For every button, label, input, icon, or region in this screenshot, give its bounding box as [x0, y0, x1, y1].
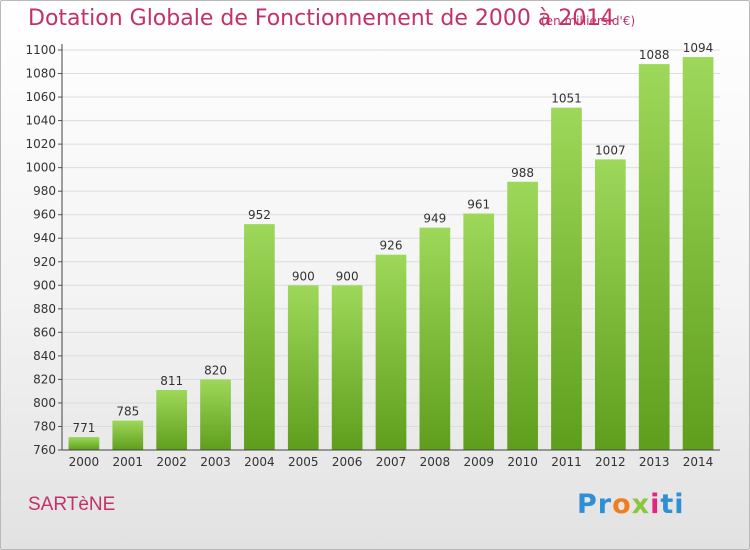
y-tick-label: 1080: [25, 67, 56, 81]
x-tick-label: 2003: [200, 455, 231, 469]
data-label: 811: [160, 374, 183, 388]
bar-2006: [331, 285, 363, 450]
x-axis-ticks: 2000 2001 2002 2003 2004 2005 2006 2007 2008 2009…: [69, 455, 714, 469]
data-label: 1094: [683, 41, 714, 55]
y-tick-label: 840: [33, 349, 56, 363]
data-label: 988: [511, 166, 534, 180]
x-tick-label: 2013: [639, 455, 670, 469]
bar-2009: [463, 213, 495, 450]
y-tick-label: 780: [33, 419, 56, 433]
data-label: 926: [380, 239, 403, 253]
data-label: 949: [423, 212, 446, 226]
y-axis-ticks: 760 780 800 820 840 860 880 900 920 940 960 980 1000…: [25, 43, 62, 457]
y-tick-label: 820: [33, 372, 56, 386]
y-tick-label: 980: [33, 184, 56, 198]
x-tick-label: 2001: [113, 455, 144, 469]
bar-2007: [375, 254, 407, 450]
bars: [68, 57, 714, 451]
bar-2005: [287, 285, 319, 450]
x-tick-label: 2008: [420, 455, 451, 469]
y-tick-label: 760: [33, 443, 56, 457]
x-tick-label: 2012: [595, 455, 626, 469]
bar-2001: [112, 420, 144, 450]
x-tick-label: 2002: [156, 455, 187, 469]
data-label: 961: [467, 198, 490, 212]
bar-2004: [244, 224, 275, 450]
data-label: 1088: [639, 48, 670, 62]
y-tick-label: 1000: [25, 161, 56, 175]
y-tick-label: 800: [33, 396, 56, 410]
data-label: 1007: [595, 143, 626, 157]
x-tick-label: 2009: [463, 455, 494, 469]
data-label: 952: [248, 208, 271, 222]
x-tick-label: 2014: [683, 455, 714, 469]
y-tick-label: 900: [33, 278, 56, 292]
x-tick-label: 2004: [244, 455, 275, 469]
data-label: 771: [72, 421, 95, 435]
data-label: 900: [292, 269, 315, 283]
data-label: 1051: [551, 92, 582, 106]
bar-2010: [507, 181, 538, 450]
unit-note: (en milliers d'€): [541, 14, 636, 28]
y-tick-label: 940: [33, 231, 56, 245]
bar-2003: [200, 379, 231, 450]
bar-2011: [551, 107, 582, 450]
data-labels: 771 785 811 820 952 900 900 926 949 961 988 1051 100…: [72, 41, 713, 435]
bar-2013: [638, 64, 670, 450]
y-tick-label: 960: [33, 208, 56, 222]
x-tick-label: 2011: [551, 455, 582, 469]
y-tick-label: 1060: [25, 90, 56, 104]
chart-title: Dotation Globale de Fonctionnement de 20…: [28, 6, 615, 31]
y-tick-label: 1040: [25, 114, 56, 128]
y-tick-label: 1100: [25, 43, 56, 57]
data-label: 820: [204, 363, 227, 377]
y-tick-label: 860: [33, 325, 56, 339]
y-tick-label: 880: [33, 302, 56, 316]
commune-name: SARTèNE: [28, 494, 116, 515]
x-tick-label: 2007: [376, 455, 407, 469]
x-tick-label: 2006: [332, 455, 363, 469]
bar-2002: [156, 390, 188, 450]
x-tick-label: 2010: [507, 455, 538, 469]
x-tick-label: 2000: [69, 455, 100, 469]
data-label: 785: [116, 405, 139, 419]
bar-2012: [594, 159, 626, 451]
bar-2008: [419, 227, 451, 450]
bar-2000: [68, 437, 100, 450]
y-tick-label: 920: [33, 255, 56, 269]
y-tick-label: 1020: [25, 137, 56, 151]
x-tick-label: 2005: [288, 455, 319, 469]
proxiti-logo: Proxiti: [577, 489, 685, 520]
bar-2014: [682, 57, 714, 450]
data-label: 900: [336, 269, 359, 283]
